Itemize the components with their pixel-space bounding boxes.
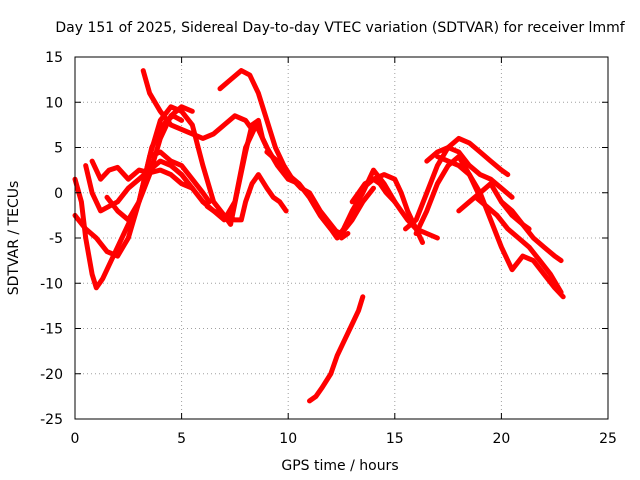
y-axis-ticks: 15 10 5 0 -5 -10 -15 -20 -25: [40, 50, 608, 428]
y-tick-label: 10: [45, 95, 63, 111]
y-tick-label: -15: [40, 322, 63, 338]
x-tick-label: 5: [177, 431, 186, 447]
series-arc-21: [473, 194, 564, 295]
x-tick-label: 0: [71, 431, 80, 447]
series-arc-4: [89, 158, 195, 191]
series-arc-1: [72, 113, 185, 291]
x-tick-label: 25: [599, 431, 617, 447]
x-tick-label: 10: [279, 431, 297, 447]
y-tick-label: 15: [45, 50, 63, 66]
y-tick-label: -10: [40, 276, 63, 292]
series-arc-18: [424, 145, 515, 200]
x-tick-label: 20: [492, 431, 510, 447]
y-axis-label: SDTVAR / TECUs: [6, 181, 22, 296]
y-tick-label: 0: [54, 186, 63, 202]
series-arc-7: [147, 149, 212, 205]
y-tick-label: -20: [40, 367, 63, 383]
chart-title: Day 151 of 2025, Sidereal Day-to-day VTE…: [55, 20, 625, 36]
y-tick-label: -25: [40, 412, 63, 428]
series-arc-8: [179, 108, 270, 227]
series-arc-10: [204, 172, 289, 223]
series-arc-5: [104, 104, 195, 223]
x-tick-label: 15: [386, 431, 404, 447]
series-arc-3: [83, 158, 206, 214]
series-arc-15: [360, 172, 425, 245]
y-tick-label: -5: [49, 231, 63, 247]
series-arc-16: [403, 135, 511, 232]
y-tick-label: 5: [54, 141, 63, 157]
series-arc-12: [264, 149, 398, 241]
x-axis-ticks: 0 5 10 15 20 25: [71, 57, 617, 447]
series-arc-13: [307, 294, 366, 404]
series-arc-22: [498, 199, 532, 232]
series-arc-19: [434, 154, 566, 300]
series-arc-11: [217, 68, 351, 241]
x-axis-label: GPS time / hours: [281, 458, 398, 474]
data-series: [72, 68, 566, 404]
